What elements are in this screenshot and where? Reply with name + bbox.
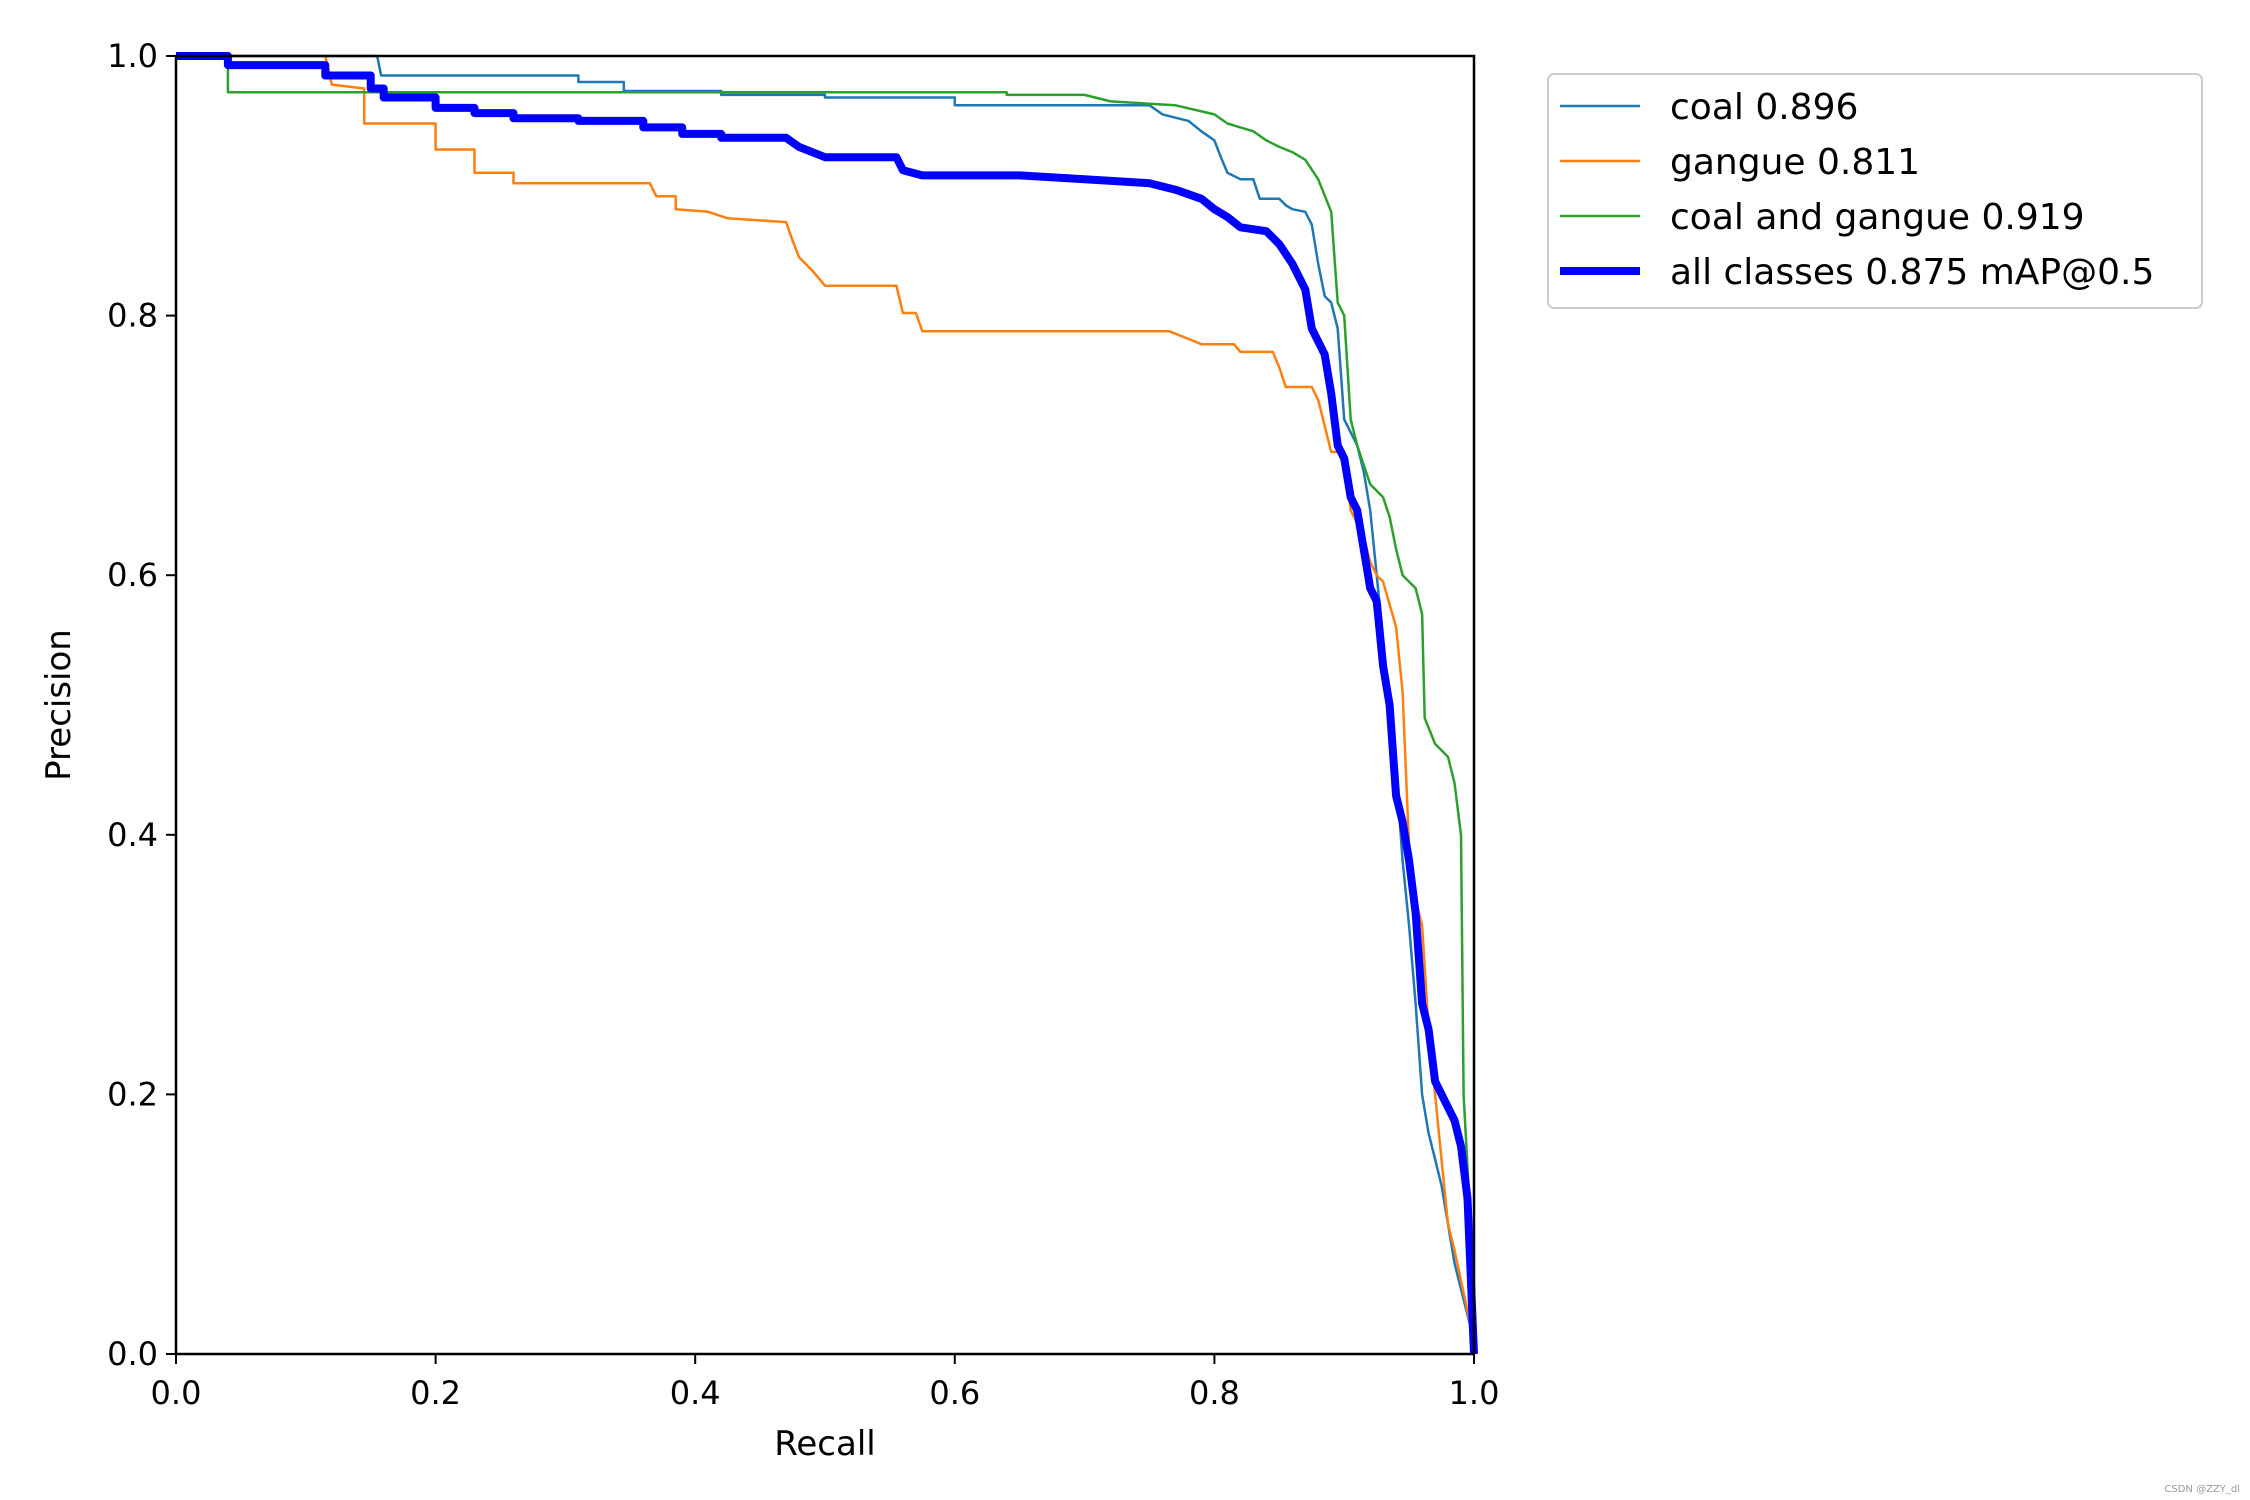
y-tick-label-3: 0.6	[107, 556, 158, 594]
x-tick-label-0: 0.0	[151, 1374, 202, 1412]
x-tick-label-5: 1.0	[1449, 1374, 1500, 1412]
x-tick-label-2: 0.4	[670, 1374, 721, 1412]
series-line-2	[176, 54, 1476, 1290]
legend-box	[1547, 73, 2203, 309]
plot-frame	[174, 54, 1476, 1356]
legend-label-0: coal 0.896	[1670, 87, 1858, 128]
legend-label-3: all classes 0.875 mAP@0.5	[1670, 252, 2154, 293]
series-line-1	[176, 54, 1476, 1342]
legend-label-1: gangue 0.811	[1670, 142, 1920, 183]
legend: coal 0.896 gangue 0.811 coal and gangue 0.…	[1547, 73, 2203, 309]
y-tick-label-5: 1.0	[107, 37, 158, 75]
y-tick-label-4: 0.8	[107, 297, 158, 335]
x-axis-label: Recall	[774, 1424, 875, 1464]
series-line-3	[176, 52, 1478, 1355]
x-tick-label-1: 0.2	[410, 1374, 461, 1412]
y-tick-label-1: 0.2	[107, 1075, 158, 1113]
legend-label-2: coal and gangue 0.919	[1670, 197, 2085, 238]
axis-layer: 0.0 0.2 0.4 0.6 0.8 1.0 0.0 0.2 0.4 0.6 0.8 1.0	[107, 37, 1499, 1412]
y-axis-label: Precision	[39, 629, 79, 781]
series-layer	[176, 52, 1478, 1355]
x-tick-label-4: 0.8	[1189, 1374, 1240, 1412]
watermark-text: CSDN @ZZY_dl	[2164, 1484, 2240, 1495]
y-tick-label-0: 0.0	[107, 1335, 158, 1373]
x-tick-label-3: 0.6	[929, 1374, 980, 1412]
y-tick-label-2: 0.4	[107, 816, 158, 854]
